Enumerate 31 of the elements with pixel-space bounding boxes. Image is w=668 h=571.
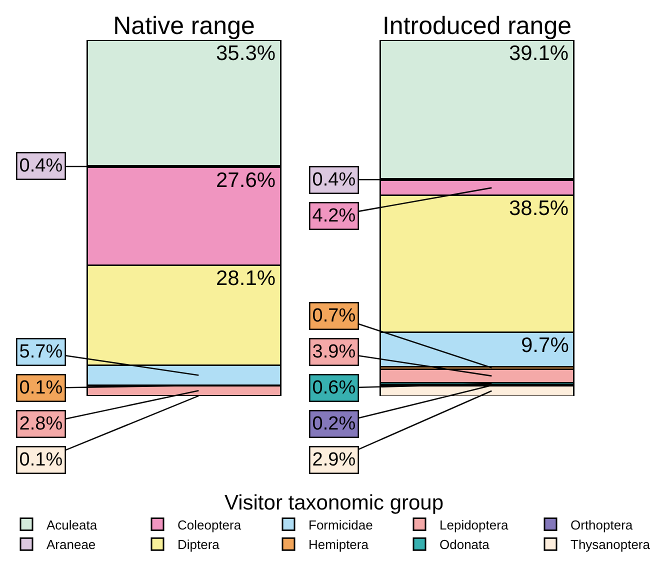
legend-label: Lepidoptera	[440, 517, 509, 532]
x-tick-label: Native range	[113, 12, 255, 40]
x-tick-label: Introduced range	[382, 12, 572, 40]
data-label: 38.5%	[509, 197, 569, 220]
data-label: 28.1%	[216, 267, 276, 290]
data-label: 4.2%	[312, 205, 356, 226]
data-label: 0.7%	[312, 305, 356, 326]
legend-label: Araneae	[46, 537, 96, 552]
data-label: 9.7%	[521, 334, 569, 357]
data-label: 0.4%	[312, 169, 356, 190]
legend-label: Hemiptera	[308, 537, 370, 552]
data-label: 3.9%	[312, 341, 356, 362]
legend-label: Orthoptera	[570, 517, 634, 532]
data-label: 5.7%	[19, 341, 63, 362]
legend-label: Diptera	[178, 537, 220, 552]
legend-label: Coleoptera	[178, 517, 242, 532]
legend-label: Thysanoptera	[570, 537, 651, 552]
legend-label: Formicidae	[308, 517, 373, 532]
data-label: 0.1%	[19, 377, 63, 398]
data-label: 2.8%	[19, 413, 63, 434]
data-label: 39.1%	[509, 42, 569, 65]
data-label: 27.6%	[216, 169, 276, 192]
legend-label: Aculeata	[46, 517, 98, 532]
data-label: 35.3%	[216, 42, 276, 65]
data-label: 0.1%	[19, 449, 63, 470]
legend-title: Visitor taxonomic group	[224, 491, 444, 514]
data-label: 0.6%	[312, 377, 356, 398]
data-label: 2.9%	[312, 449, 356, 470]
legend-label: Odonata	[440, 537, 490, 552]
data-label: 0.4%	[19, 155, 63, 176]
data-label: 0.2%	[312, 413, 356, 434]
